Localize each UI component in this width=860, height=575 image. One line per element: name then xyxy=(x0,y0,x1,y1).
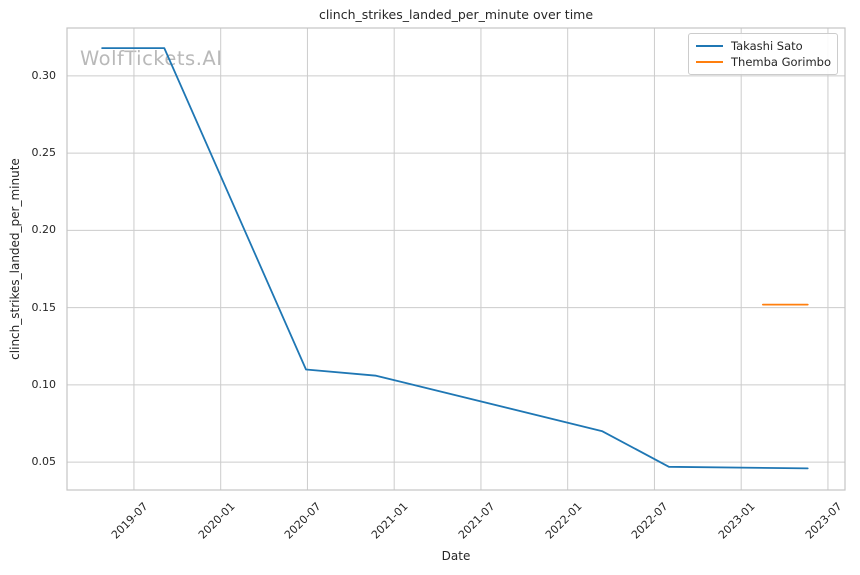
watermark-text: WolfTickets.AI xyxy=(80,47,223,70)
legend-line-swatch xyxy=(696,45,723,47)
y-tick-label: 0.10 xyxy=(31,377,57,391)
series-line-takashi-sato xyxy=(101,47,809,470)
plot-border xyxy=(66,27,846,491)
y-tick-label: 0.05 xyxy=(31,455,57,469)
legend-label: Themba Gorimbo xyxy=(731,55,832,69)
y-tick-label: 0.15 xyxy=(31,300,57,314)
x-axis-label: Date xyxy=(441,549,471,563)
y-tick-label: 0.25 xyxy=(31,146,57,160)
legend-entry: Themba Gorimbo xyxy=(696,54,831,70)
legend-box: Takashi Sato Themba Gorimbo xyxy=(688,33,838,75)
y-tick-label: 0.30 xyxy=(31,68,57,82)
y-tick-label: 0.20 xyxy=(31,223,57,237)
legend-line-swatch xyxy=(696,61,723,63)
chart-title: clinch_strikes_landed_per_minute over ti… xyxy=(318,7,594,22)
legend-label: Takashi Sato xyxy=(731,39,803,53)
legend-entry: Takashi Sato xyxy=(696,38,831,54)
